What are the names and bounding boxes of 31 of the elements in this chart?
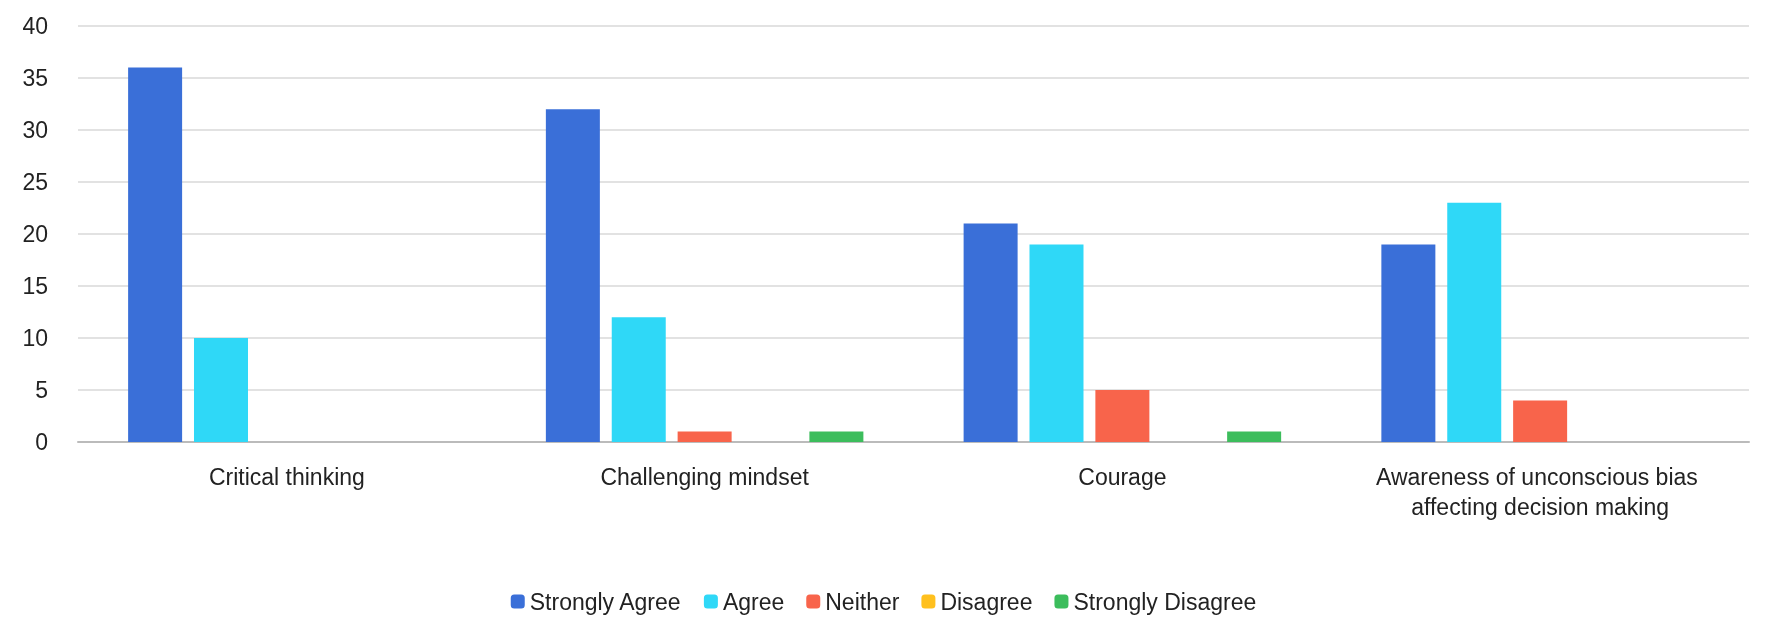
bar: [1381, 244, 1436, 442]
y-tick-label: 10: [22, 325, 48, 351]
bar: [1513, 400, 1568, 442]
y-tick-label: 40: [22, 13, 48, 39]
bar: [1029, 244, 1084, 442]
legend-label: Disagree: [940, 588, 1033, 615]
bar: [545, 109, 600, 442]
legend-label: Strongly Disagree: [1073, 588, 1257, 615]
bar: [677, 431, 732, 442]
x-tick-label: Awareness of unconscious bias affecting decision making: [1376, 464, 1705, 520]
x-tick-label: Challenging mindset: [600, 464, 810, 490]
legend-label: Neither: [825, 588, 900, 615]
y-tick-label: 0: [35, 429, 48, 455]
y-tick-label: 15: [22, 273, 48, 299]
bar: [194, 338, 248, 442]
bar: [1095, 390, 1150, 442]
bar: [1227, 431, 1282, 442]
bar: [963, 223, 1018, 442]
bar: [128, 67, 183, 442]
y-tick-label: 20: [22, 221, 48, 247]
y-tick-label: 30: [22, 117, 48, 143]
y-tick-label: 5: [35, 377, 48, 403]
legend-label: Strongly Agree: [529, 588, 681, 615]
y-tick-label: 35: [22, 65, 48, 91]
bar: [1447, 202, 1502, 442]
x-tick-label: Critical thinking: [208, 464, 365, 490]
y-tick-label: 25: [22, 169, 48, 195]
bar: [611, 317, 666, 442]
x-tick-label: Courage: [1078, 464, 1167, 490]
bar: [809, 431, 864, 442]
legend-label: Agree: [722, 588, 785, 615]
